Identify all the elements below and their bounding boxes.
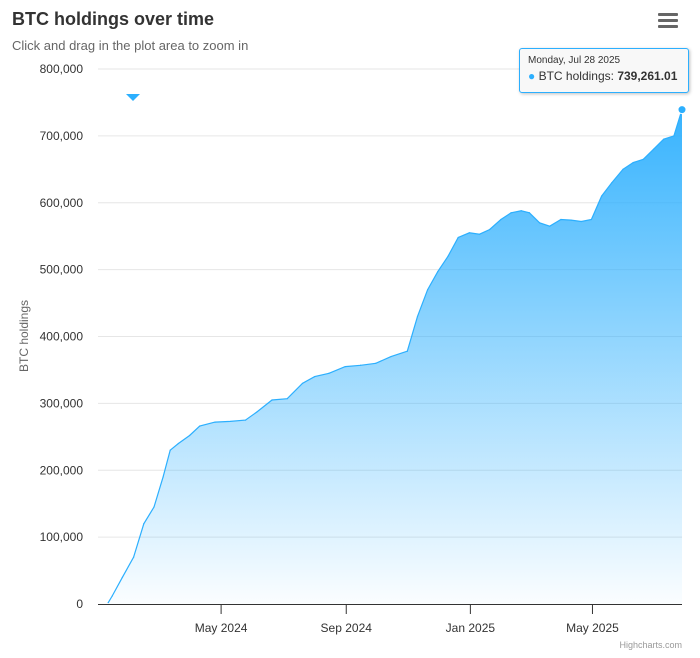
series-area <box>108 109 682 604</box>
credits-link[interactable]: Highcharts.com <box>619 640 682 650</box>
data-point <box>199 425 201 427</box>
data-point <box>375 362 377 364</box>
data-point <box>528 212 530 214</box>
data-point <box>520 210 522 212</box>
data-point <box>632 162 634 164</box>
x-tick-label: May 2025 <box>566 621 619 635</box>
data-point <box>549 225 551 227</box>
tooltip-row: ● BTC holdings: 739,261.01 <box>528 69 680 83</box>
menu-bar <box>658 13 678 16</box>
tooltip: Monday, Jul 28 2025 ● BTC holdings: 739,… <box>519 48 689 93</box>
data-point <box>580 220 582 223</box>
data-point <box>570 219 572 221</box>
menu-bar <box>658 25 678 28</box>
hamburger-menu-icon[interactable] <box>656 10 680 34</box>
data-point <box>468 232 470 234</box>
tooltip-value: 739,261.01 <box>617 69 678 83</box>
y-tick-label: 400,000 <box>40 330 84 344</box>
data-point <box>271 399 273 401</box>
x-tick-label: Jan 2025 <box>446 621 496 635</box>
data-point <box>143 523 145 525</box>
data-point <box>214 421 216 423</box>
data-point <box>344 365 346 368</box>
data-point <box>500 218 502 221</box>
data-point <box>314 376 316 378</box>
data-point <box>301 382 304 384</box>
x-tick-label: May 2024 <box>195 621 248 635</box>
y-axis-label: BTC holdings <box>17 300 31 372</box>
data-point <box>153 506 155 508</box>
y-tick-label: 0 <box>76 597 83 611</box>
y-tick-label: 200,000 <box>40 463 84 477</box>
data-point <box>359 364 362 366</box>
data-point <box>663 138 665 140</box>
data-point <box>286 398 288 400</box>
hover-marker <box>677 105 687 115</box>
data-point <box>673 135 675 137</box>
data-point <box>244 419 247 421</box>
series-dot-icon: ● <box>528 69 536 83</box>
tooltip-pointer <box>126 94 140 101</box>
tooltip-date: Monday, Jul 28 2025 <box>528 55 621 66</box>
data-point <box>169 449 171 451</box>
x-tick-label: Sep 2024 <box>321 621 373 635</box>
data-point <box>489 228 491 231</box>
data-point <box>121 576 124 578</box>
data-point <box>437 271 439 273</box>
data-point <box>590 218 593 221</box>
y-tick-label: 500,000 <box>40 263 84 277</box>
data-point <box>416 315 419 318</box>
data-point <box>133 556 135 558</box>
data-point <box>111 595 113 597</box>
data-point <box>406 350 408 352</box>
data-point <box>256 411 258 413</box>
data-point <box>611 182 613 184</box>
data-point <box>107 602 109 604</box>
data-point <box>652 148 655 150</box>
data-point <box>560 218 562 221</box>
data-point <box>447 255 449 257</box>
y-tick-label: 700,000 <box>40 129 84 143</box>
data-point <box>457 236 459 239</box>
series-line <box>107 109 683 604</box>
data-point <box>538 222 541 224</box>
y-tick-label: 600,000 <box>40 196 84 210</box>
y-tick-label: 100,000 <box>40 530 84 544</box>
data-point <box>162 476 164 478</box>
chart-subtitle: Click and drag in the plot area to zoom … <box>12 38 249 53</box>
data-point <box>601 195 603 197</box>
y-tick-label: 800,000 <box>40 62 84 76</box>
data-point <box>622 168 624 170</box>
data-point <box>478 233 481 235</box>
chart-title: BTC holdings over time <box>12 9 215 29</box>
data-point <box>188 434 191 437</box>
data-point <box>229 420 231 423</box>
tooltip-series-label: BTC holdings: <box>538 69 614 83</box>
data-point <box>390 355 392 358</box>
data-point <box>427 289 429 291</box>
data-point <box>177 442 179 445</box>
menu-bar <box>658 19 678 22</box>
data-point <box>328 372 330 374</box>
y-tick-label: 300,000 <box>40 396 84 410</box>
data-point <box>510 212 512 214</box>
data-point <box>642 158 644 160</box>
